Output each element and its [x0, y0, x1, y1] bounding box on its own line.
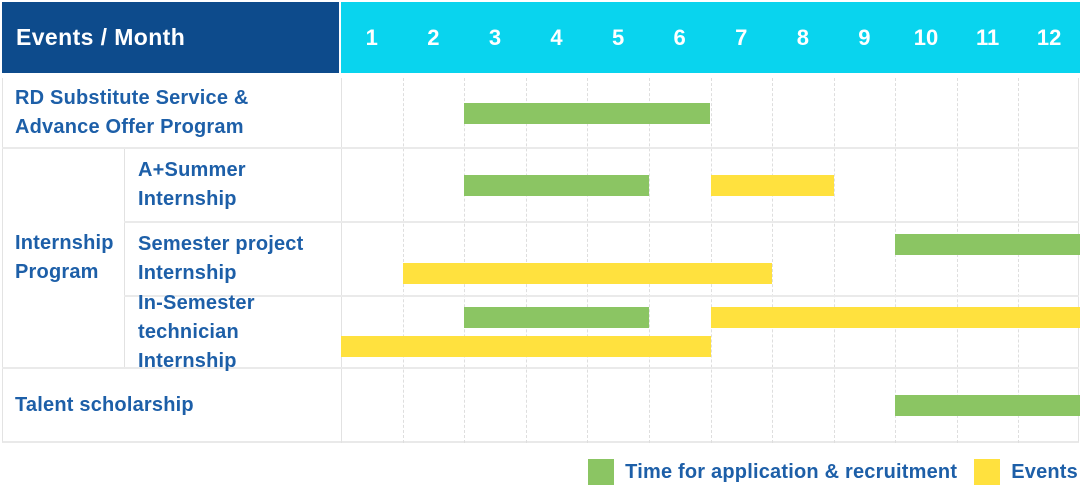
- month-gridline-8: [833, 78, 835, 443]
- month-gridline-1: [402, 78, 404, 443]
- month-gridline-10: [956, 78, 958, 443]
- row-label-3: In-Semester technician Internship: [138, 291, 255, 372]
- events-month-title: Events / Month: [16, 24, 186, 50]
- month-label-11: 11: [975, 24, 1000, 50]
- month-label-7: 7: [735, 24, 748, 50]
- month-label-6: 6: [673, 24, 686, 50]
- yellow-swatch-icon: [974, 459, 1001, 485]
- month-gridline-3: [525, 78, 527, 443]
- application-recruitment-bar: [464, 102, 711, 124]
- events-bar: [710, 174, 834, 196]
- month-label-2: 2: [427, 24, 440, 50]
- events-bar: [710, 307, 1080, 328]
- events-bar: [341, 336, 711, 357]
- application-recruitment-bar: [895, 395, 1080, 416]
- month-label-10: 10: [913, 24, 939, 50]
- application-recruitment-bar: [464, 174, 649, 196]
- month-gridline-5: [648, 78, 650, 443]
- legend-item-green: Time for application & recruitment: [588, 459, 957, 485]
- month-label-4: 4: [550, 24, 563, 50]
- application-recruitment-bar: [464, 307, 649, 328]
- table-body-border: [2, 78, 1079, 443]
- legend-item-yellow: Events: [974, 459, 1078, 485]
- month-label-12: 12: [1036, 24, 1062, 50]
- legend: Time for application & recruitment Events: [588, 456, 1078, 488]
- row-label-2: Semester project Internship: [138, 233, 304, 284]
- events-bar: [402, 263, 773, 284]
- month-gridline-4: [587, 78, 589, 443]
- row-separator-4: [2, 367, 1079, 369]
- month-label-8: 8: [796, 24, 809, 50]
- month-gridline-9: [895, 78, 897, 443]
- month-label-3: 3: [488, 24, 502, 50]
- label-chart-divider: [341, 78, 342, 443]
- month-label-9: 9: [858, 24, 871, 50]
- month-gridline-2: [464, 78, 466, 443]
- group-label-internship-program: Internship Program: [15, 232, 114, 283]
- legend-label-yellow: Events: [1011, 460, 1078, 483]
- group-sublabel-divider: [124, 148, 125, 368]
- row-separator-1: [2, 147, 1079, 149]
- row-label-0: RD Substitute Service & Advance Offer Pr…: [15, 87, 249, 138]
- row-label-1: A+Summer Internship: [138, 159, 246, 210]
- month-gridline-11: [1018, 78, 1020, 443]
- row-separator-3: [124, 295, 1079, 297]
- month-header-row: 1 2 3 4 5 6 7 8 9 10 11 12: [341, 2, 1080, 73]
- month-gridline-6: [710, 78, 712, 443]
- legend-label-green: Time for application & recruitment: [625, 460, 958, 483]
- green-swatch-icon: [588, 459, 615, 485]
- month-gridline-7: [772, 78, 774, 443]
- month-label-1: 1: [365, 24, 378, 50]
- application-recruitment-bar: [895, 234, 1080, 255]
- month-label-5: 5: [611, 24, 625, 50]
- row-label-4: Talent scholarship: [15, 394, 194, 416]
- row-separator-2: [124, 221, 1079, 223]
- events-month-header-cell: Events / Month: [2, 2, 339, 73]
